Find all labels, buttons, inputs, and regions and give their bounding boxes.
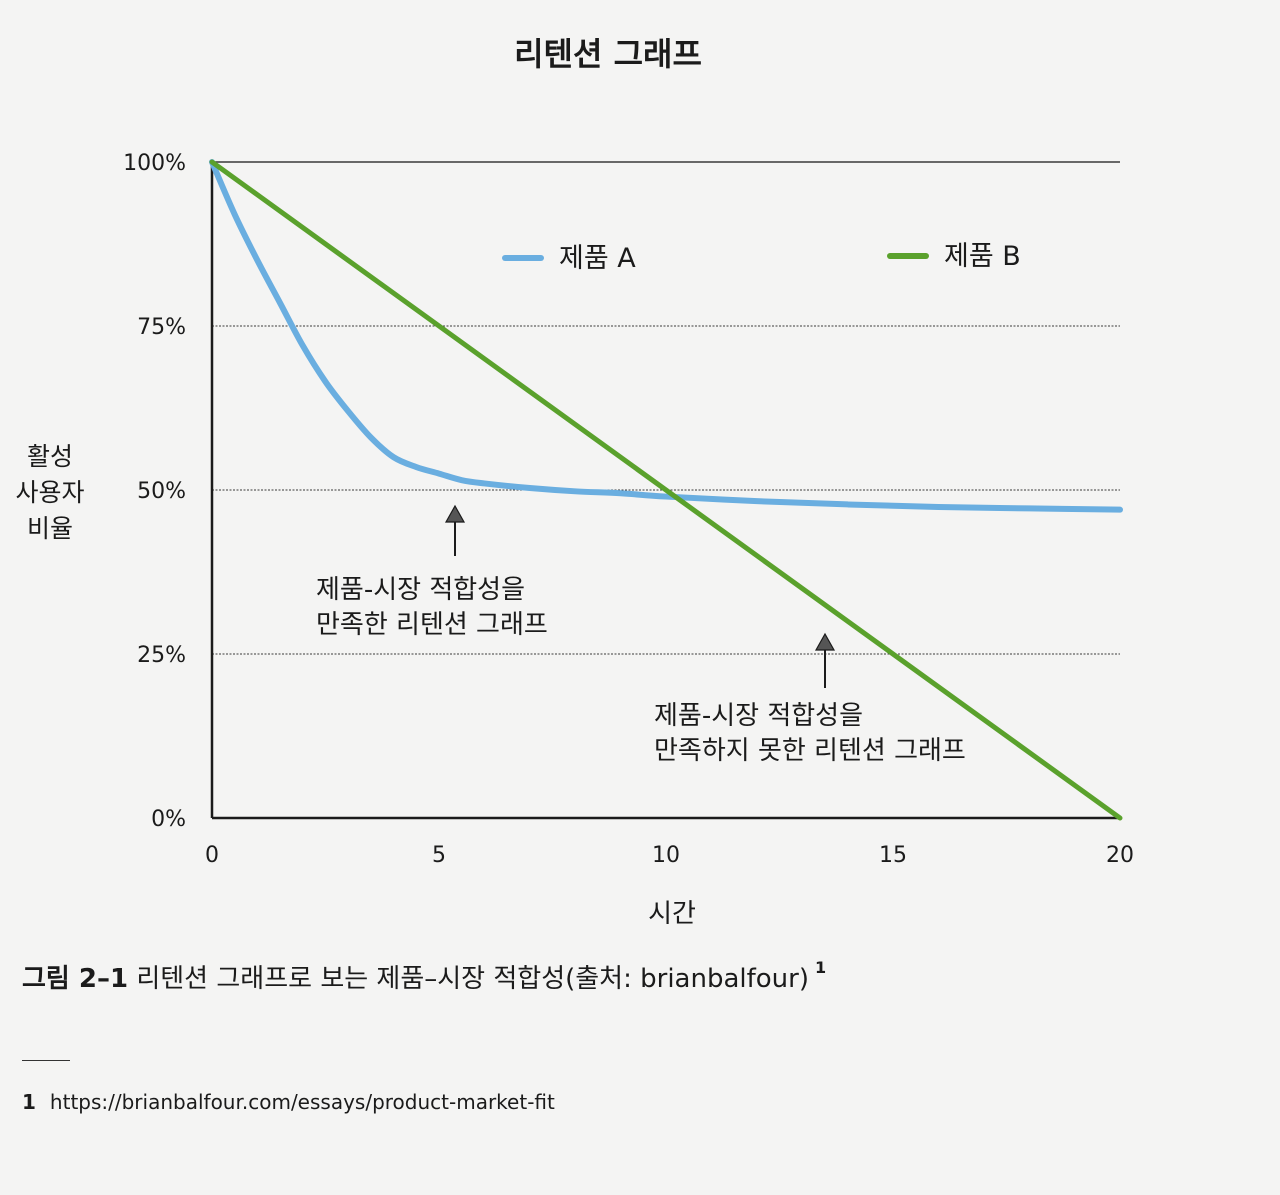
x-tick-label: 20 — [1106, 843, 1134, 868]
retention-chart: 리텐션 그래프 0% 25% 50% 75% 100% 0 5 10 15 20 제품 A 제품 B… — [15, 35, 1134, 929]
footnote: 1 https://brianbalfour.com/essays/product… — [22, 1090, 555, 1114]
annotation-arrow-head — [444, 504, 466, 523]
y-axis-label: 활성 — [27, 442, 73, 471]
annotation-text: 제품-시장 적합성을 — [316, 575, 525, 605]
legend-label: 제품 B — [944, 241, 1021, 272]
y-tick-label: 100% — [123, 151, 186, 176]
annotation-text: 제품-시장 적합성을 — [654, 701, 863, 731]
y-tick-label: 75% — [137, 315, 186, 340]
y-tick-label: 0% — [151, 807, 186, 832]
x-axis-label: 시간 — [648, 899, 696, 929]
annotation-text: 만족한 리텐션 그래프 — [316, 610, 548, 640]
x-tick-label: 10 — [652, 843, 680, 868]
x-tick-label: 15 — [879, 843, 907, 868]
series-line-1 — [209, 159, 1123, 513]
figure-number: 그림 2–1 — [22, 964, 129, 994]
annotation-arrow-head — [814, 632, 836, 651]
series-line-2 — [209, 159, 1123, 821]
figure-caption: 그림 2–1 리텐션 그래프로 보는 제품–시장 적합성(출처: brianba… — [22, 958, 826, 995]
y-tick-label: 50% — [137, 479, 186, 504]
x-tick-label: 5 — [432, 843, 446, 868]
footnote-reference: 1 — [815, 958, 827, 977]
y-tick-label: 25% — [137, 643, 186, 668]
legend-label: 제품 A — [559, 243, 636, 274]
x-tick-label: 0 — [205, 843, 219, 868]
footnote-number: 1 — [22, 1090, 36, 1114]
chart-title: 리텐션 그래프 — [514, 35, 702, 73]
y-axis-label: 비율 — [27, 514, 73, 543]
annotation-text: 만족하지 못한 리텐션 그래프 — [654, 736, 966, 766]
footnote-url: https://brianbalfour.com/essays/product-… — [49, 1090, 555, 1114]
y-axis-label: 사용자 — [15, 478, 84, 507]
figure-caption-text: 리텐션 그래프로 보는 제품–시장 적합성(출처: brianbalfour) — [136, 964, 809, 994]
footnote-divider — [22, 1060, 70, 1061]
